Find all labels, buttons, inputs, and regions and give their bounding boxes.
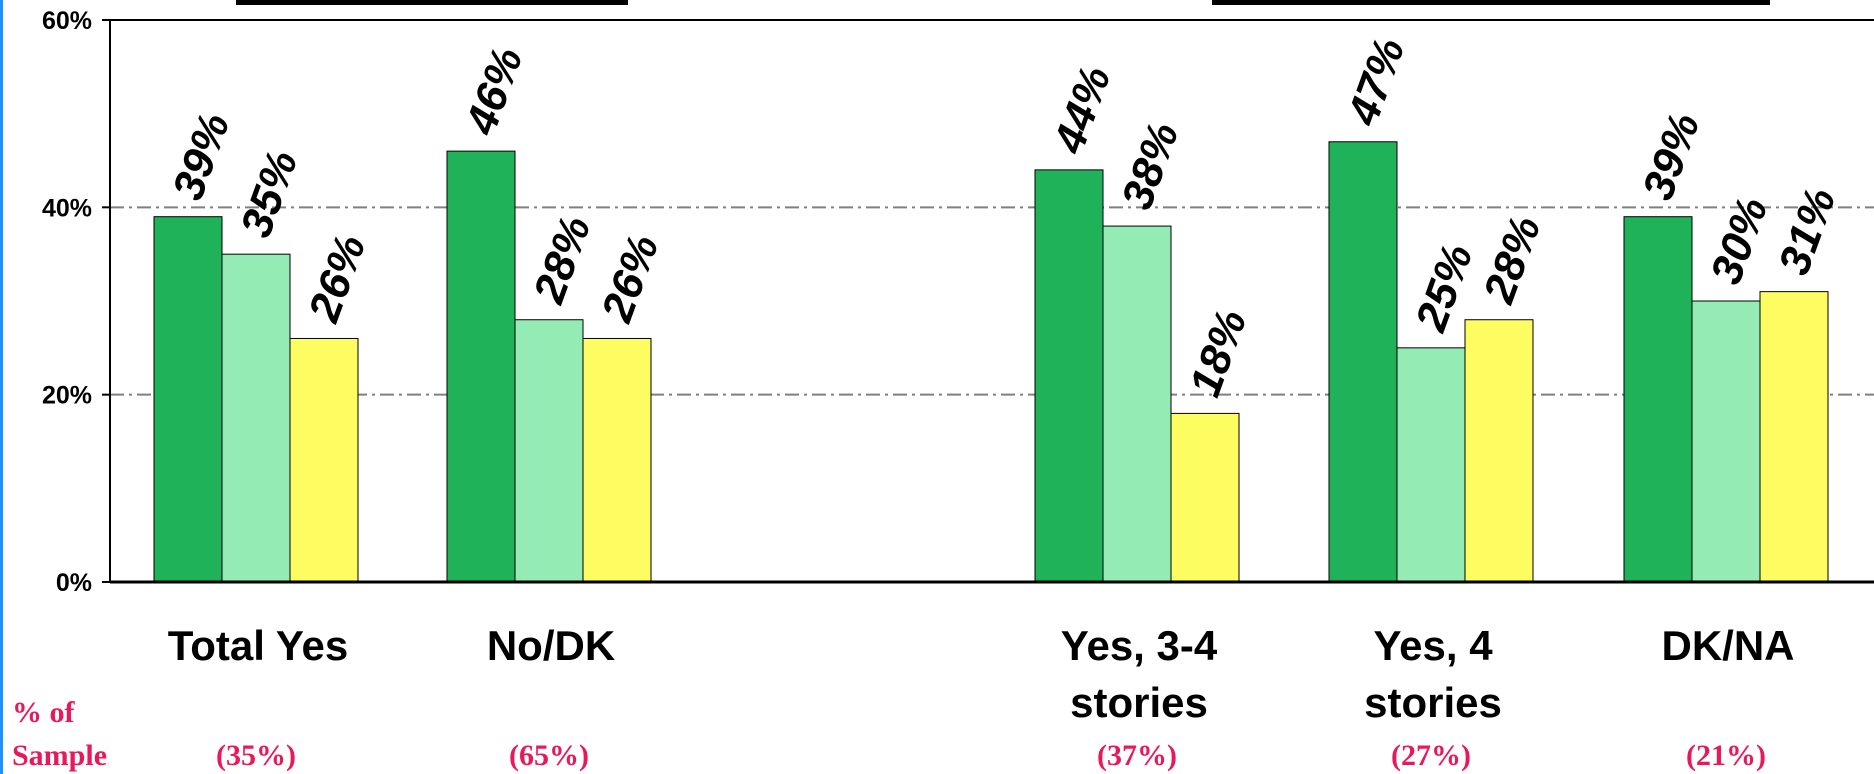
- header-bar-right: [1212, 0, 1770, 5]
- data-label: 28%: [1474, 210, 1551, 310]
- plot-frame: [109, 19, 1874, 582]
- gridlines: [110, 206, 1874, 396]
- sample-value: (27%): [1391, 739, 1471, 772]
- bar: [153, 216, 223, 583]
- sample-heading-line1: % of: [12, 696, 76, 729]
- data-label: 35%: [231, 144, 307, 244]
- data-label: 44%: [1044, 60, 1121, 160]
- bar: [582, 337, 652, 583]
- value-labels: 39%35%26%46%28%26%44%38%18%47%25%28%39%3…: [163, 32, 1845, 403]
- data-label: 26%: [299, 228, 376, 328]
- bar: [514, 319, 584, 583]
- bar: [221, 253, 291, 583]
- bar: [1396, 347, 1466, 583]
- data-label: 46%: [456, 41, 533, 141]
- bar: [1170, 412, 1240, 583]
- sample-heading-line2: Sample: [12, 739, 107, 772]
- y-axis-tick-labels: 0% 20% 40% 60%: [42, 7, 110, 597]
- category-label: Yes, 4: [1373, 622, 1493, 669]
- header-bar-left: [236, 0, 628, 5]
- bar: [1328, 141, 1398, 583]
- bar: [446, 150, 516, 583]
- data-label: 39%: [163, 107, 239, 207]
- header-bars: [236, 0, 1770, 5]
- category-label: Yes, 3-4: [1061, 622, 1218, 669]
- sample-value: (65%): [509, 739, 589, 772]
- data-label: 28%: [524, 210, 601, 310]
- y-tick-label: 60%: [42, 7, 92, 35]
- data-label: 26%: [592, 228, 669, 328]
- y-tick-label: 20%: [42, 382, 92, 410]
- category-labels: Total Yes No/DK Yes, 3-4 stories Yes, 4 stori…: [168, 622, 1795, 726]
- bar: [1034, 169, 1104, 583]
- bars: [153, 141, 1829, 583]
- category-label: DK/NA: [1662, 622, 1795, 669]
- data-label: 31%: [1769, 182, 1845, 282]
- category-label: Total Yes: [168, 622, 349, 669]
- sample-value: (21%): [1686, 739, 1766, 772]
- y-tick-label: 40%: [42, 194, 92, 222]
- data-label: 38%: [1112, 116, 1188, 216]
- bar: [1759, 291, 1829, 583]
- sample-row: % of Sample (35%) (65%) (37%) (27%) (21%): [12, 696, 1766, 772]
- data-label: 39%: [1633, 107, 1709, 207]
- bar: [1623, 216, 1693, 583]
- data-label: 30%: [1701, 191, 1777, 291]
- category-label: stories: [1364, 679, 1502, 726]
- bar: [289, 337, 359, 583]
- y-tick-label: 0%: [56, 569, 92, 597]
- sample-value: (35%): [216, 739, 296, 772]
- data-label: 18%: [1180, 303, 1256, 403]
- bar: [1691, 300, 1761, 583]
- bar: [1464, 319, 1534, 583]
- sample-value: (37%): [1097, 739, 1177, 772]
- left-edge-border: [0, 0, 3, 774]
- category-label: No/DK: [487, 622, 615, 669]
- data-label: 47%: [1338, 32, 1415, 132]
- category-label: stories: [1070, 679, 1208, 726]
- bar: [1102, 225, 1172, 583]
